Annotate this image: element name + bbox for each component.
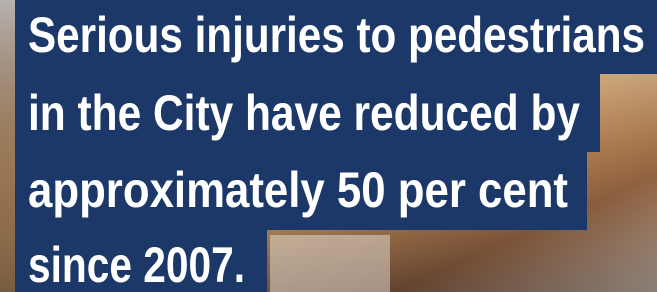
- background-detail: [270, 235, 390, 292]
- page: {"banner": {"lines": ["Serious injuries …: [0, 0, 657, 292]
- banner: Serious injuries to pedestrians in the C…: [0, 0, 657, 292]
- headline-line: Serious injuries to pedestrians: [28, 7, 645, 63]
- headline-line: since 2007.: [28, 237, 245, 292]
- headline-line: approximately 50 per cent: [28, 162, 568, 218]
- headline-line: in the City have reduced by: [28, 85, 580, 141]
